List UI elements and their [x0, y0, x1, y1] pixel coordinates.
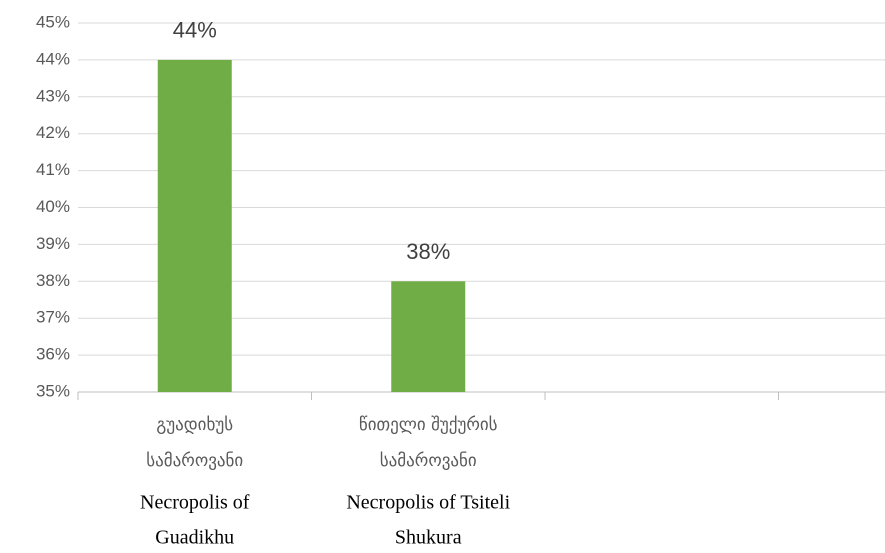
y-tick-label: 43% — [36, 86, 70, 105]
x-tick-label: წითელი შუქურის — [359, 415, 498, 435]
y-tick-label: 44% — [36, 49, 70, 68]
x-subtitle-label: Guadikhu — [155, 527, 234, 549]
y-tick-label: 36% — [36, 345, 70, 364]
bar — [391, 281, 466, 392]
x-tick-label: სამაროვანი — [380, 451, 477, 471]
y-tick-label: 40% — [36, 197, 70, 216]
bar — [157, 59, 232, 393]
y-tick-label: 35% — [36, 381, 70, 400]
x-tick-label: გუადიხუს — [156, 415, 233, 435]
x-subtitle-label: Shukura — [395, 527, 462, 549]
y-tick-label: 41% — [36, 160, 70, 179]
y-tick-label: 39% — [36, 234, 70, 253]
y-tick-label: 37% — [36, 308, 70, 327]
data-label: 38% — [406, 239, 450, 264]
x-subtitle-label: Necropolis of — [140, 492, 250, 514]
x-subtitle-label: Necropolis of Tsiteli — [346, 492, 510, 514]
y-tick-label: 45% — [36, 12, 70, 31]
data-label: 44% — [173, 18, 217, 43]
y-tick-label: 42% — [36, 123, 70, 142]
x-tick-label: სამაროვანი — [146, 451, 243, 471]
y-tick-label: 38% — [36, 271, 70, 290]
